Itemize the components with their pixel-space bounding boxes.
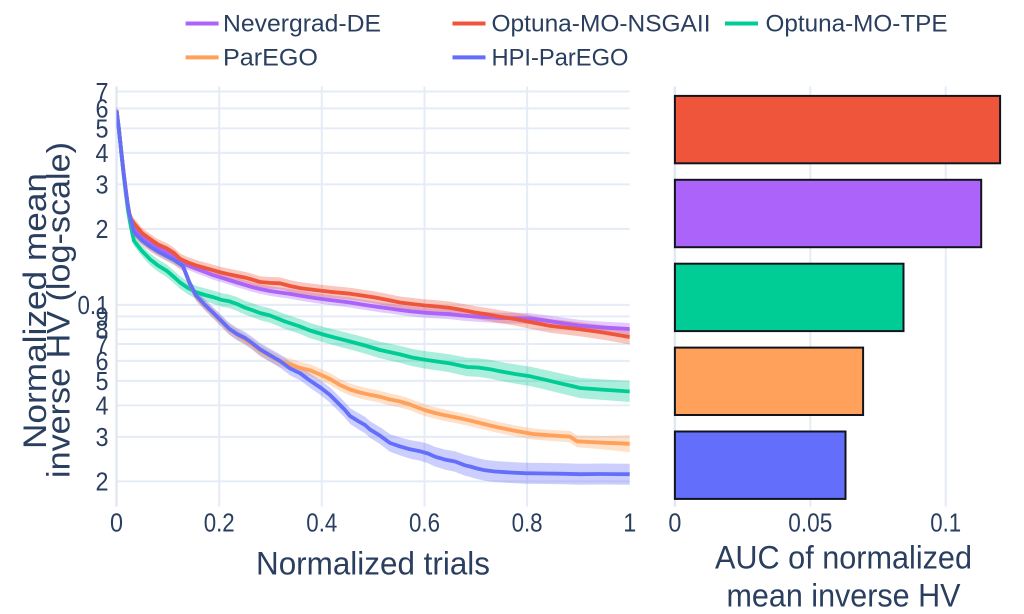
- svg-text:ParEGO: ParEGO: [223, 45, 318, 72]
- svg-text:Optuna-MO-TPE: Optuna-MO-TPE: [766, 11, 948, 38]
- svg-text:Normalized trials: Normalized trials: [256, 546, 490, 582]
- svg-text:0.05: 0.05: [788, 508, 832, 538]
- svg-text:4: 4: [96, 391, 109, 421]
- svg-text:0: 0: [110, 508, 123, 538]
- svg-text:0.8: 0.8: [512, 508, 543, 538]
- svg-text:0.4: 0.4: [306, 508, 337, 538]
- svg-text:2: 2: [96, 214, 109, 244]
- svg-text:AUC of normalized: AUC of normalized: [715, 540, 972, 576]
- svg-text:9: 9: [96, 302, 109, 332]
- svg-text:0: 0: [668, 508, 681, 538]
- svg-text:5: 5: [96, 114, 109, 144]
- svg-text:Optuna-MO-NSGAII: Optuna-MO-NSGAII: [492, 11, 711, 38]
- svg-text:4: 4: [96, 138, 109, 168]
- svg-text:0.6: 0.6: [409, 508, 440, 538]
- svg-text:0.1: 0.1: [78, 290, 109, 320]
- svg-text:3: 3: [96, 170, 109, 200]
- svg-text:7: 7: [96, 77, 109, 107]
- svg-text:6: 6: [96, 94, 109, 124]
- svg-text:1: 1: [623, 508, 636, 538]
- svg-text:Nevergrad-DE: Nevergrad-DE: [223, 11, 381, 38]
- svg-text:HPI-ParEGO: HPI-ParEGO: [492, 45, 629, 72]
- svg-text:5: 5: [96, 366, 109, 396]
- svg-text:Normalized mean: Normalized mean: [17, 173, 53, 449]
- svg-text:2: 2: [96, 467, 109, 497]
- svg-text:0.1: 0.1: [930, 508, 961, 538]
- svg-text:3: 3: [96, 422, 109, 452]
- svg-text:6: 6: [96, 346, 109, 376]
- svg-text:mean inverse HV: mean inverse HV: [727, 578, 962, 614]
- svg-text:0.2: 0.2: [204, 508, 235, 538]
- svg-text:8: 8: [96, 315, 109, 345]
- svg-text:7: 7: [96, 329, 109, 359]
- svg-text:inverse HV (log-scale): inverse HV (log-scale): [41, 142, 77, 478]
